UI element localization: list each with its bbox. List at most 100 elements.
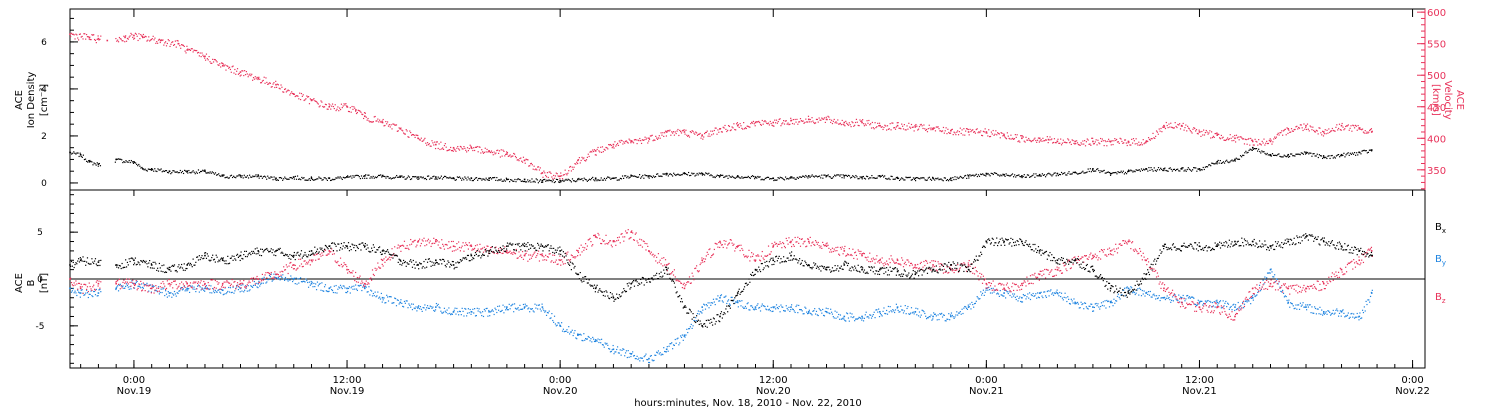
ion-density-series-sample: [860, 176, 861, 177]
ion-density-series-sample: [626, 177, 627, 178]
ion-density-series-sample: [228, 178, 229, 179]
by-series-sample: [892, 309, 893, 310]
ion-density-series-sample: [1259, 151, 1260, 152]
by-series-sample: [161, 289, 162, 290]
by-series-sample: [791, 304, 792, 305]
velocity-series-sample: [122, 40, 123, 41]
velocity-series-sample: [819, 117, 820, 118]
ion-density-series-sample: [797, 177, 798, 178]
velocity-series-sample: [1041, 139, 1042, 140]
ion-density-series-sample: [917, 177, 918, 178]
by-series-sample: [1040, 293, 1041, 294]
ion-density-series-sample: [312, 179, 313, 180]
ion-density-series-sample: [1156, 171, 1157, 172]
by-series-sample: [518, 307, 519, 308]
ion-density-series-sample: [1185, 169, 1186, 170]
by-series-sample: [465, 309, 466, 310]
velocity-series-sample: [1326, 130, 1327, 131]
by-series-point: [701, 306, 703, 308]
ion-density-series-sample: [148, 169, 149, 170]
velocity-series-sample: [1152, 133, 1153, 134]
velocity-series-sample: [1294, 129, 1295, 130]
by-series-sample: [74, 292, 75, 293]
bz-series-sample: [261, 280, 262, 281]
ion-density-series-sample: [203, 170, 204, 171]
bz-series-sample: [149, 285, 150, 286]
bz-series-sample: [159, 291, 160, 292]
velocity-series-sample: [1287, 133, 1288, 134]
bz-series-sample: [127, 282, 128, 283]
by-series-sample: [1308, 306, 1309, 307]
by-series-sample: [268, 279, 269, 280]
ion-density-series-sample: [418, 178, 419, 179]
velocity-series-sample: [343, 105, 344, 106]
ion-density-series-sample: [239, 174, 240, 175]
by-series-sample: [506, 308, 507, 309]
by-series-sample: [252, 287, 253, 288]
by-series-sample: [1230, 307, 1231, 308]
velocity-series-sample: [623, 141, 624, 142]
by-series-sample: [1096, 303, 1097, 304]
by-series-sample: [970, 308, 971, 309]
ion-density-series-sample: [124, 162, 125, 163]
by-series-point: [1216, 302, 1218, 304]
ion-density-series-sample: [853, 176, 854, 177]
by-series-sample: [1056, 292, 1057, 293]
ion-density-series-sample: [895, 178, 896, 179]
ion-density-series-sample: [592, 177, 593, 178]
by-series-sample: [495, 309, 496, 310]
bz-series-sample: [92, 286, 93, 287]
ion-density-series-sample: [1263, 151, 1264, 152]
ion-density-series-sample: [707, 174, 708, 175]
velocity-series-sample: [850, 124, 851, 125]
ion-density-series-sample: [144, 169, 145, 170]
ion-density-series-sample: [1248, 150, 1249, 151]
by-series-sample: [1294, 308, 1295, 309]
by-series-sample: [82, 289, 83, 290]
ion-density-series-sample: [536, 178, 537, 179]
ion-density-series-sample: [1088, 168, 1089, 169]
by-series-sample: [798, 305, 799, 306]
bz-series-sample: [382, 264, 383, 265]
by-series-sample: [509, 304, 510, 305]
velocity-series-sample: [931, 127, 932, 128]
by-series-sample: [790, 309, 791, 310]
by-series-sample: [1050, 289, 1051, 290]
by-series-sample: [591, 341, 592, 342]
ion-density-series-sample: [535, 182, 536, 183]
by-series-sample: [1189, 296, 1190, 297]
ion-density-series-sample: [621, 178, 622, 179]
velocity-series-sample: [1276, 137, 1277, 138]
velocity-series-sample: [631, 140, 632, 141]
velocity-series-sample: [121, 39, 122, 40]
velocity-series-sample: [78, 39, 79, 40]
ion-density-series-sample: [1266, 154, 1267, 155]
by-series-sample: [962, 313, 963, 314]
ion-density-series-sample: [173, 170, 174, 171]
velocity-series-sample: [1203, 129, 1204, 130]
by-series-sample: [845, 320, 846, 321]
ion-density-series-sample: [268, 177, 269, 178]
velocity-series-sample: [1039, 141, 1040, 142]
by-series-sample: [961, 314, 962, 315]
velocity-series-sample: [257, 79, 258, 80]
velocity-series-sample: [1111, 144, 1112, 145]
by-series-sample: [1216, 300, 1217, 301]
by-series-sample: [285, 277, 286, 278]
velocity-series-sample: [362, 114, 363, 115]
velocity-series-sample: [391, 124, 392, 125]
ion-density-series-sample: [1241, 156, 1242, 157]
bz-series-point: [1371, 250, 1373, 252]
by-series-sample: [712, 303, 713, 304]
by-series-sample: [367, 291, 368, 292]
bz-series-sample: [252, 280, 253, 281]
by-series-sample: [1178, 294, 1179, 295]
velocity-series-sample: [1334, 131, 1335, 132]
bz-series-sample: [380, 268, 381, 269]
by-series-sample: [484, 309, 485, 310]
bz-series-sample: [286, 264, 287, 265]
by-series-sample: [1356, 317, 1357, 318]
ion-density-series-sample: [936, 178, 937, 179]
velocity-series-sample: [1304, 129, 1305, 130]
velocity-series-sample: [1063, 140, 1064, 141]
